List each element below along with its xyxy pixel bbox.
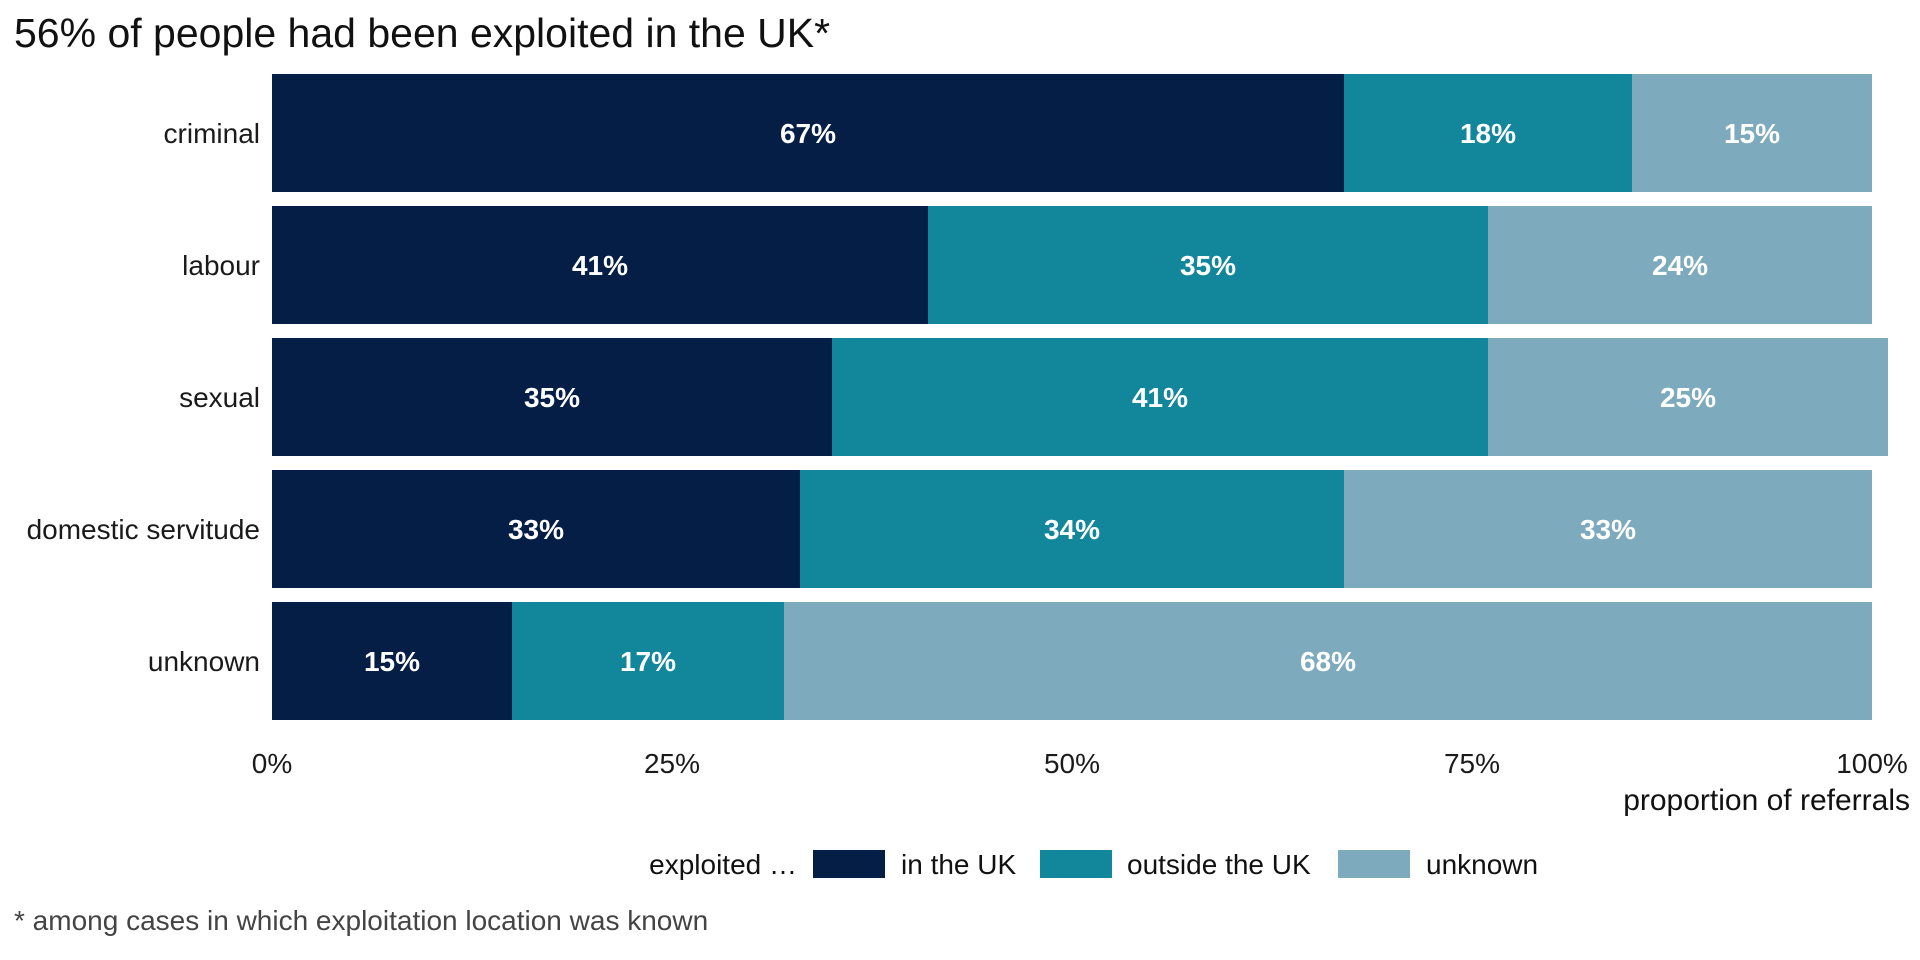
bar-segment: [272, 338, 832, 456]
legend-swatch: [1040, 850, 1112, 878]
bar-segment: [1488, 206, 1872, 324]
bar-segment: [272, 602, 512, 720]
legend-label: unknown: [1426, 849, 1538, 880]
bar-value-label: 24%: [1652, 250, 1708, 281]
bar-value-label: 18%: [1460, 118, 1516, 149]
legend-label: outside the UK: [1127, 849, 1311, 880]
category-label: criminal: [164, 118, 260, 149]
bar-value-label: 68%: [1300, 646, 1356, 677]
bar-value-label: 41%: [572, 250, 628, 281]
bar-value-label: 17%: [620, 646, 676, 677]
bar-value-label: 33%: [508, 514, 564, 545]
category-label: sexual: [179, 382, 260, 413]
x-tick-label: 100%: [1836, 748, 1908, 779]
bar-segment: [1344, 470, 1872, 588]
x-tick-label: 0%: [252, 748, 292, 779]
bar-segment: [1344, 74, 1632, 192]
bar-segment: [272, 206, 928, 324]
bar-value-label: 41%: [1132, 382, 1188, 413]
category-label: unknown: [148, 646, 260, 677]
bar-value-label: 25%: [1660, 382, 1716, 413]
x-tick-label: 50%: [1044, 748, 1100, 779]
bar-value-label: 33%: [1580, 514, 1636, 545]
x-tick-label: 25%: [644, 748, 700, 779]
bar-value-label: 35%: [524, 382, 580, 413]
footnote: * among cases in which exploitation loca…: [14, 905, 709, 936]
bar-segment: [1632, 74, 1872, 192]
bar-value-label: 15%: [364, 646, 420, 677]
bar-segment: [272, 74, 1344, 192]
legend-swatch: [813, 850, 885, 878]
x-tick-label: 75%: [1444, 748, 1500, 779]
bar-value-label: 34%: [1044, 514, 1100, 545]
legend-swatch: [1338, 850, 1410, 878]
bar-segment: [512, 602, 784, 720]
bar-segment: [800, 470, 1344, 588]
bar-value-label: 67%: [780, 118, 836, 149]
category-label: domestic servitude: [27, 514, 260, 545]
legend-title: exploited …: [649, 849, 797, 880]
bar-segment: [928, 206, 1488, 324]
bar-value-label: 35%: [1180, 250, 1236, 281]
bar-value-label: 15%: [1724, 118, 1780, 149]
category-label: labour: [182, 250, 260, 281]
bar-segment: [784, 602, 1872, 720]
x-axis-title: proportion of referrals: [1623, 784, 1910, 817]
chart-title: 56% of people had been exploited in the …: [14, 10, 831, 56]
bar-segment: [1488, 338, 1888, 456]
bar-segment: [272, 470, 800, 588]
legend-label: in the UK: [901, 849, 1016, 880]
bar-segment: [832, 338, 1488, 456]
